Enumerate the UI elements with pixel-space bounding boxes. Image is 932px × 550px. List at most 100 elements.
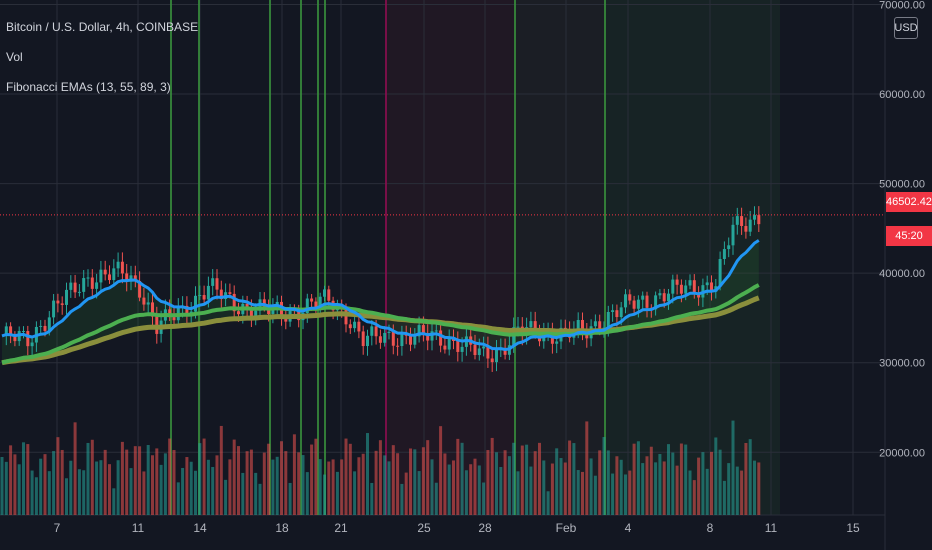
volume-bar (82, 470, 86, 515)
candle-body (490, 358, 494, 363)
volume-bar (77, 469, 81, 515)
candle-body (387, 331, 391, 333)
candle-body (705, 282, 709, 286)
volume-bar (125, 449, 129, 515)
volume-bar (168, 438, 172, 515)
volume-bar (727, 463, 731, 515)
candle-body (710, 282, 713, 292)
volume-bar (116, 460, 120, 515)
candle-body (275, 301, 279, 305)
candle-body (456, 340, 460, 352)
volume-bar (568, 440, 572, 515)
volume-bar (735, 466, 739, 515)
candle-body (353, 321, 357, 329)
candle-body (82, 278, 86, 292)
candle-body (482, 346, 486, 349)
candle-body (215, 278, 219, 290)
volume-bar (163, 453, 167, 515)
volume-bar (39, 458, 43, 515)
volume-bar (624, 474, 627, 515)
candle-body (628, 294, 632, 301)
volume-bar (288, 482, 292, 515)
volume-bar (598, 450, 602, 515)
candle-body (39, 325, 43, 327)
volume-bar (99, 460, 103, 515)
volume-bar (473, 458, 477, 515)
ema-13-line (1, 239, 760, 351)
volume-bar (228, 459, 232, 515)
volume-bar (366, 433, 369, 515)
volume-bar (555, 448, 559, 515)
volume-bar (52, 451, 56, 515)
volume-legend[interactable]: Vol (6, 50, 23, 64)
candle-body (748, 219, 752, 232)
volume-bar (421, 447, 425, 515)
volume-bar (344, 438, 348, 515)
volume-bar (430, 459, 434, 515)
indicator-legend[interactable]: Fibonacci EMAs (13, 55, 89, 3) (6, 80, 171, 94)
candle-body (516, 326, 520, 328)
volume-bar (22, 442, 25, 515)
candle-body (606, 311, 610, 328)
volume-bar (705, 468, 709, 515)
x-tick-label: 25 (417, 521, 431, 535)
volume-bar (215, 455, 219, 515)
symbol-legend[interactable]: Bitcoin / U.S. Dollar, 4h, COINBASE (6, 20, 199, 34)
volume-bar (559, 458, 563, 515)
volume-bar (731, 420, 735, 515)
candle-body (374, 326, 378, 337)
candle-body (598, 321, 602, 331)
volume-bar (103, 449, 107, 515)
candle-body (624, 294, 627, 308)
volume-bar (675, 465, 679, 515)
volume-bar (757, 462, 761, 515)
x-tick-label: 8 (707, 521, 714, 535)
candle-body (323, 289, 326, 297)
volume-bar (249, 449, 253, 515)
volume-bar (585, 421, 589, 515)
volume-bar (748, 439, 752, 515)
candle-body (417, 325, 421, 337)
volume-bar (176, 482, 180, 515)
y-tick-label: 70000.00 (879, 0, 925, 11)
volume-bar (361, 453, 365, 515)
candle-body (172, 317, 176, 321)
y-tick-label: 20000.00 (879, 447, 925, 459)
candle-body (249, 307, 253, 318)
candle-body (495, 349, 498, 363)
volume-bar (439, 426, 443, 515)
volume-bar (262, 452, 266, 515)
volume-bar (542, 460, 546, 515)
candle-body (576, 320, 580, 330)
volume-bar (546, 491, 550, 515)
volume-bar (185, 457, 189, 515)
candle-body (735, 216, 739, 225)
volume-bar (43, 454, 47, 515)
volume-bar (254, 472, 258, 515)
volume-bar (460, 442, 464, 515)
x-tick-label: 11 (132, 521, 145, 535)
volume-bar (512, 442, 516, 515)
candle-body (314, 301, 318, 308)
candle-body (228, 292, 232, 294)
volume-bar (331, 459, 335, 515)
volume-bar (194, 470, 197, 515)
volume-bar (413, 449, 417, 515)
volume-bar (73, 422, 77, 515)
candle-body (654, 295, 658, 310)
volume-bar (56, 437, 60, 515)
currency-button[interactable]: USD (894, 17, 918, 39)
x-tick-label: 15 (846, 521, 860, 535)
candle-body (611, 310, 615, 312)
candle-body (636, 299, 640, 309)
candle-body (56, 300, 60, 304)
volume-bar (503, 450, 507, 515)
y-tick-label: 30000.00 (879, 358, 925, 370)
candle-body (460, 346, 464, 352)
volume-bar (628, 470, 632, 515)
candle-body (413, 336, 417, 345)
candle-body (409, 335, 412, 345)
candle-body (206, 285, 210, 300)
candle-body (391, 331, 395, 346)
